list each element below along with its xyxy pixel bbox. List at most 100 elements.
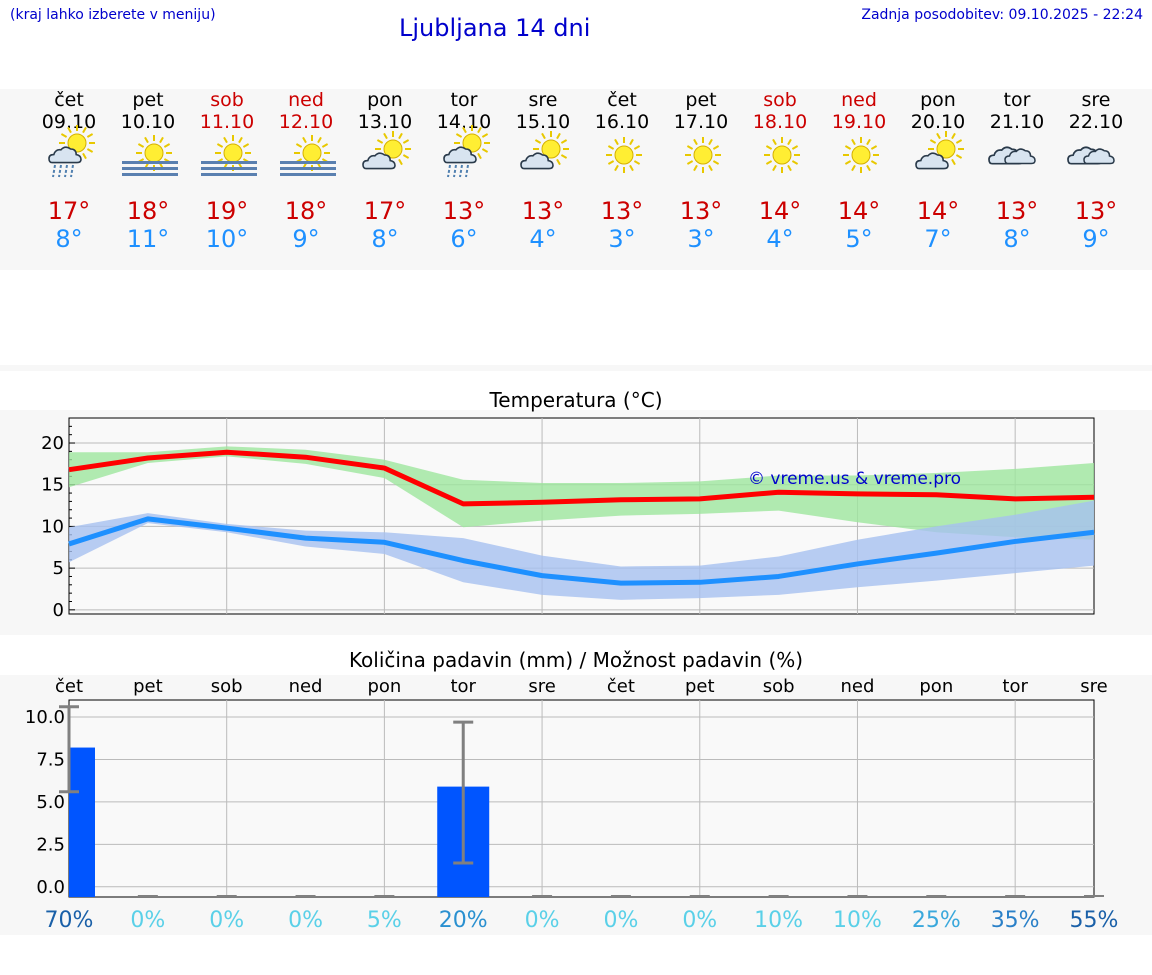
- day-name: pon: [920, 89, 956, 111]
- day-forecast: sob 11.10 19° 10°: [188, 89, 267, 270]
- sun-cloud-icon: [914, 131, 964, 181]
- y-tick-label: 20: [41, 433, 64, 454]
- day-forecast: tor 14.10 13° 6°: [425, 89, 504, 270]
- daily-forecast: čet 09.10 17° 8° pet 10.10 18° 11° sob 11.10 19° 10…: [0, 89, 1152, 270]
- day-date: 22.10: [1068, 111, 1124, 133]
- precipitation-probability: 20%: [439, 908, 488, 933]
- min-temperature: 8°: [55, 225, 83, 253]
- precipitation-error-bar: [453, 720, 474, 865]
- day-forecast: pon 20.10 14° 7°: [899, 89, 978, 270]
- sun-fog-icon: [279, 133, 336, 181]
- x-tick-label: sob: [763, 676, 795, 697]
- y-tick-label: 7.5: [36, 749, 65, 770]
- min-temperature: 3°: [687, 225, 715, 253]
- sun-icon: [600, 133, 648, 181]
- max-temperature: 19°: [205, 197, 249, 225]
- day-name: pon: [367, 89, 403, 111]
- x-tick-label: pet: [685, 676, 715, 697]
- sun-icon: [758, 133, 806, 181]
- day-date: 15.10: [515, 111, 571, 133]
- page-title: Ljubljana 14 dni: [399, 14, 591, 42]
- day-name: tor: [450, 89, 478, 111]
- y-tick-label: 15: [41, 475, 64, 496]
- precipitation-probability: 0%: [130, 908, 165, 933]
- precipitation-probability: 0%: [682, 908, 717, 933]
- day-forecast: sre 22.10 13° 9°: [1057, 89, 1136, 270]
- x-tick-label: tor: [450, 676, 476, 697]
- x-tick-label: pon: [367, 676, 401, 697]
- sun-cloud-icon: [361, 131, 411, 181]
- day-name: tor: [1003, 89, 1031, 111]
- day-name: sre: [528, 89, 558, 111]
- min-temperature: 8°: [371, 225, 399, 253]
- day-date: 14.10: [436, 111, 492, 133]
- precipitation-probability: 5%: [367, 908, 402, 933]
- day-name: sre: [1081, 89, 1111, 111]
- day-forecast: sob 18.10 14° 4°: [741, 89, 820, 270]
- precipitation-probability: 0%: [288, 908, 323, 933]
- precipitation-probability: 0%: [525, 908, 560, 933]
- day-forecast: ned 19.10 14° 5°: [820, 89, 899, 270]
- sun-icon: [679, 133, 727, 181]
- sun-icon: [837, 133, 885, 181]
- max-temperature: 13°: [1074, 197, 1118, 225]
- min-temperature: 9°: [1082, 225, 1110, 253]
- x-tick-label: čet: [55, 676, 83, 697]
- day-date: 19.10: [831, 111, 887, 133]
- day-date: 18.10: [752, 111, 808, 133]
- sun-cloud-rain-icon: [47, 125, 95, 181]
- max-temperature-range-band: [69, 446, 1094, 540]
- precipitation-chart: čet pet sob ned pon tor sre čet pet sob ned pon tor s…: [25, 676, 1119, 933]
- min-temperature: 8°: [1003, 225, 1031, 253]
- sun-fog-icon: [121, 133, 178, 181]
- max-temperature: 17°: [47, 197, 91, 225]
- precipitation-probability: 35%: [991, 908, 1040, 933]
- day-forecast: sre 15.10 13° 4°: [504, 89, 583, 270]
- day-forecast: čet 09.10 17° 8°: [30, 89, 109, 270]
- precipitation-plot-area: [68, 699, 1095, 898]
- day-date: 16.10: [594, 111, 650, 133]
- min-temperature: 4°: [766, 225, 794, 253]
- x-tick-label: pet: [133, 676, 163, 697]
- temperature-chart-title: Temperatura (°C): [489, 388, 663, 412]
- max-temperature: 14°: [916, 197, 960, 225]
- min-temperature: 3°: [608, 225, 636, 253]
- precipitation-probability: 55%: [1070, 908, 1119, 933]
- day-name: ned: [841, 89, 877, 111]
- day-forecast: ned 12.10 18° 9°: [267, 89, 346, 270]
- x-tick-label: sob: [211, 676, 243, 697]
- max-temperature-line: [68, 449, 1095, 507]
- min-temperature: 6°: [450, 225, 478, 253]
- max-temperature: 13°: [995, 197, 1039, 225]
- day-date: 21.10: [989, 111, 1045, 133]
- day-name: pet: [685, 89, 717, 111]
- precipitation-chart-title: Količina padavin (mm) / Možnost padavin …: [348, 648, 804, 672]
- day-date: 11.10: [199, 111, 255, 133]
- sun-cloud-icon: [519, 131, 569, 181]
- cloud-icon: [1066, 133, 1122, 181]
- day-date: 12.10: [278, 111, 334, 133]
- x-tick-label: sre: [1080, 676, 1107, 697]
- sun-fog-icon: [200, 133, 257, 181]
- day-date: 13.10: [357, 111, 413, 133]
- max-temperature: 18°: [126, 197, 170, 225]
- day-forecast: tor 21.10 13° 8°: [978, 89, 1057, 270]
- day-date: 09.10: [41, 111, 97, 133]
- min-temperature-line: [68, 516, 1095, 586]
- y-tick-label: 10.0: [25, 707, 65, 728]
- day-forecast: pet 10.10 18° 11°: [109, 89, 188, 270]
- separator-band: [0, 365, 1152, 371]
- x-tick-label: tor: [1002, 676, 1028, 697]
- y-tick-label: 0.0: [36, 877, 65, 898]
- y-tick-label: 2.5: [36, 834, 65, 855]
- day-forecast: čet 16.10 13° 3°: [583, 89, 662, 270]
- x-tick-label: pon: [919, 676, 953, 697]
- x-tick-label: ned: [289, 676, 323, 697]
- last-updated: Zadnja posodobitev: 09.10.2025 - 22:24: [861, 7, 1143, 23]
- day-name: pet: [132, 89, 164, 111]
- y-tick-label: 5: [53, 558, 64, 579]
- x-tick-label: čet: [607, 676, 635, 697]
- min-temperature: 7°: [924, 225, 952, 253]
- precipitation-error-bar: [59, 705, 79, 794]
- watermark: © vreme.us & vreme.pro: [748, 469, 961, 489]
